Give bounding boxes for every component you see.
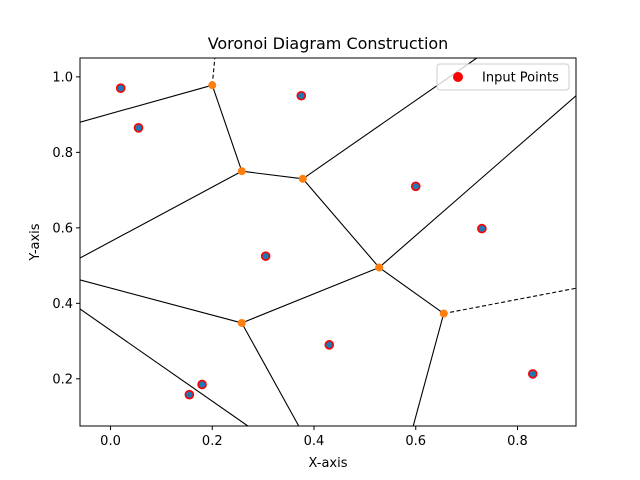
- voronoi-edge: [211, 58, 216, 86]
- voronoi-vertex: [237, 318, 246, 327]
- voronoi-vertex: [439, 309, 448, 318]
- voronoi-edge: [80, 308, 249, 426]
- y-tick-label: 1.0: [52, 70, 73, 85]
- input-point: [296, 90, 307, 101]
- y-tick-label: 0.2: [52, 372, 73, 387]
- input-point: [527, 369, 538, 379]
- voronoi-edge: [378, 267, 445, 314]
- input-point: [115, 83, 126, 93]
- input-point: [184, 389, 195, 400]
- y-tick-label: 0.8: [52, 146, 73, 161]
- x-tick-label: 0.6: [405, 434, 426, 449]
- y-axis-ticks: 0.2 0.4 0.6 0.8 1.0: [52, 70, 80, 387]
- voronoi-vertices: [208, 81, 448, 327]
- voronoi-edge: [241, 266, 380, 324]
- y-tick-label: 0.6: [52, 221, 73, 236]
- input-point: [133, 123, 144, 133]
- legend-label: Input Points: [482, 71, 559, 86]
- plot-background: [80, 58, 576, 426]
- chart-title: Voronoi Diagram Construction: [208, 34, 449, 53]
- voronoi-edge: [80, 170, 243, 259]
- y-tick-label: 0.4: [52, 297, 73, 312]
- input-point: [477, 223, 487, 234]
- voronoi-edge: [302, 178, 380, 268]
- voronoi-edge: [241, 170, 303, 180]
- x-axis-label: X-axis: [309, 456, 348, 471]
- legend-marker: [453, 72, 463, 82]
- voronoi-edge: [378, 95, 576, 268]
- voronoi-vertex: [375, 263, 384, 272]
- input-point: [260, 251, 271, 261]
- y-axis-label: Y-axis: [28, 223, 43, 261]
- plot-area: [79, 57, 577, 427]
- input-points: [115, 83, 538, 400]
- voronoi-edge: [412, 313, 445, 426]
- voronoi-edge: [241, 322, 300, 426]
- voronoi-edge: [443, 287, 576, 315]
- voronoi-vertex: [208, 81, 217, 90]
- voronoi-edge: [211, 84, 243, 172]
- legend-box: [436, 63, 570, 91]
- x-axis-ticks: 0.0 0.2 0.4 0.6 0.8: [100, 426, 528, 449]
- x-tick-label: 0.8: [507, 434, 528, 449]
- x-tick-label: 0.4: [304, 434, 325, 449]
- voronoi-edge: [80, 84, 213, 123]
- x-tick-label: 0.0: [100, 434, 121, 449]
- input-point: [410, 181, 421, 192]
- voronoi-vertex: [298, 174, 307, 183]
- plot-frame: [79, 57, 577, 427]
- x-tick-label: 0.2: [202, 434, 223, 449]
- input-point: [324, 340, 335, 350]
- voronoi-vertex: [237, 167, 246, 176]
- voronoi-edge: [80, 279, 242, 324]
- input-point: [197, 379, 207, 390]
- legend: Input Points: [436, 63, 570, 91]
